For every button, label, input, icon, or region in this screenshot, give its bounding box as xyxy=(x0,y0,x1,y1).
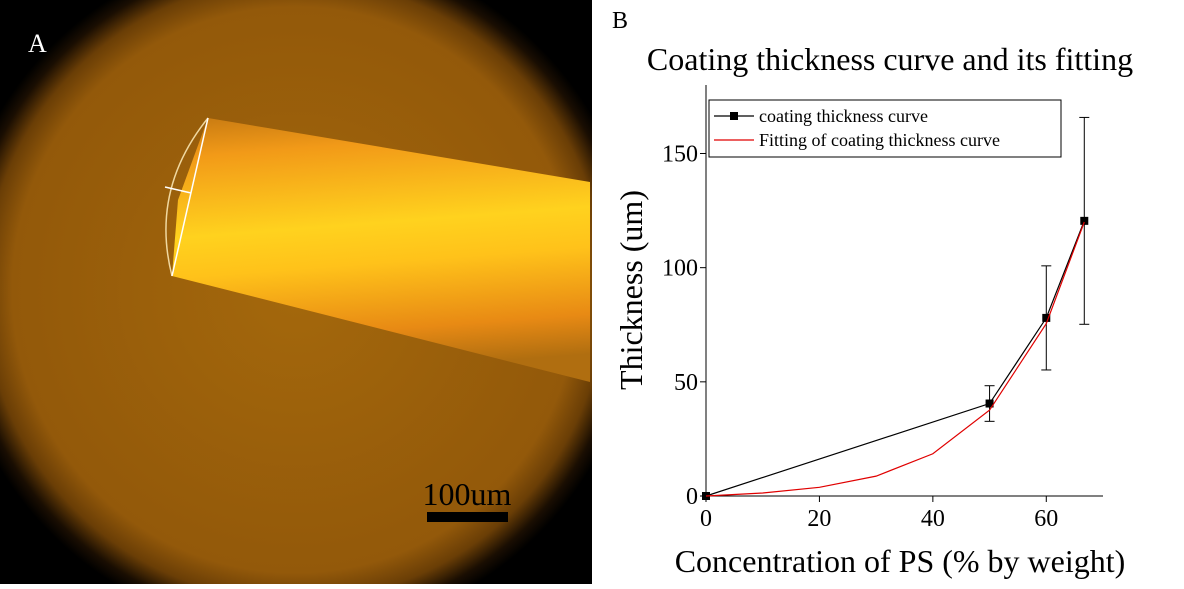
data-point xyxy=(1080,216,1089,225)
cap-edge xyxy=(165,117,209,277)
x-axis-label: Concentration of PS (% by weight) xyxy=(675,543,1126,579)
legend-label: Fitting of coating thickness curve xyxy=(759,130,1000,150)
scale-bar-label: 100um xyxy=(423,476,512,512)
series-line xyxy=(705,220,1085,497)
panel-b: B Coating thickness curve and its fitting… xyxy=(612,8,1133,579)
panel-a: A 100um xyxy=(0,0,592,584)
legend-label: coating thickness curve xyxy=(759,106,928,126)
y-tick-label: 100 xyxy=(662,256,698,282)
measure-line xyxy=(164,186,192,194)
legend-marker xyxy=(730,112,738,120)
legend-box xyxy=(708,99,1062,158)
x-tick-label: 60 xyxy=(1034,506,1058,532)
y-tick-label: 150 xyxy=(662,142,698,168)
panel-label: A xyxy=(28,29,47,58)
y-tick-label: 0 xyxy=(686,484,698,510)
beam xyxy=(172,118,590,382)
series-line xyxy=(705,221,1085,497)
data-point xyxy=(985,399,994,408)
data-point xyxy=(1042,313,1051,322)
x-tick-label: 0 xyxy=(700,506,712,532)
panel-label: B xyxy=(612,8,628,34)
measure-line xyxy=(171,117,209,277)
chart-title: Coating thickness curve and its fitting xyxy=(647,41,1133,77)
y-tick-label: 50 xyxy=(674,370,698,396)
x-tick-label: 20 xyxy=(807,506,831,532)
scale-bar xyxy=(427,512,508,522)
x-tick-label: 40 xyxy=(921,506,945,532)
y-axis-label: Thickness (um) xyxy=(613,190,649,390)
